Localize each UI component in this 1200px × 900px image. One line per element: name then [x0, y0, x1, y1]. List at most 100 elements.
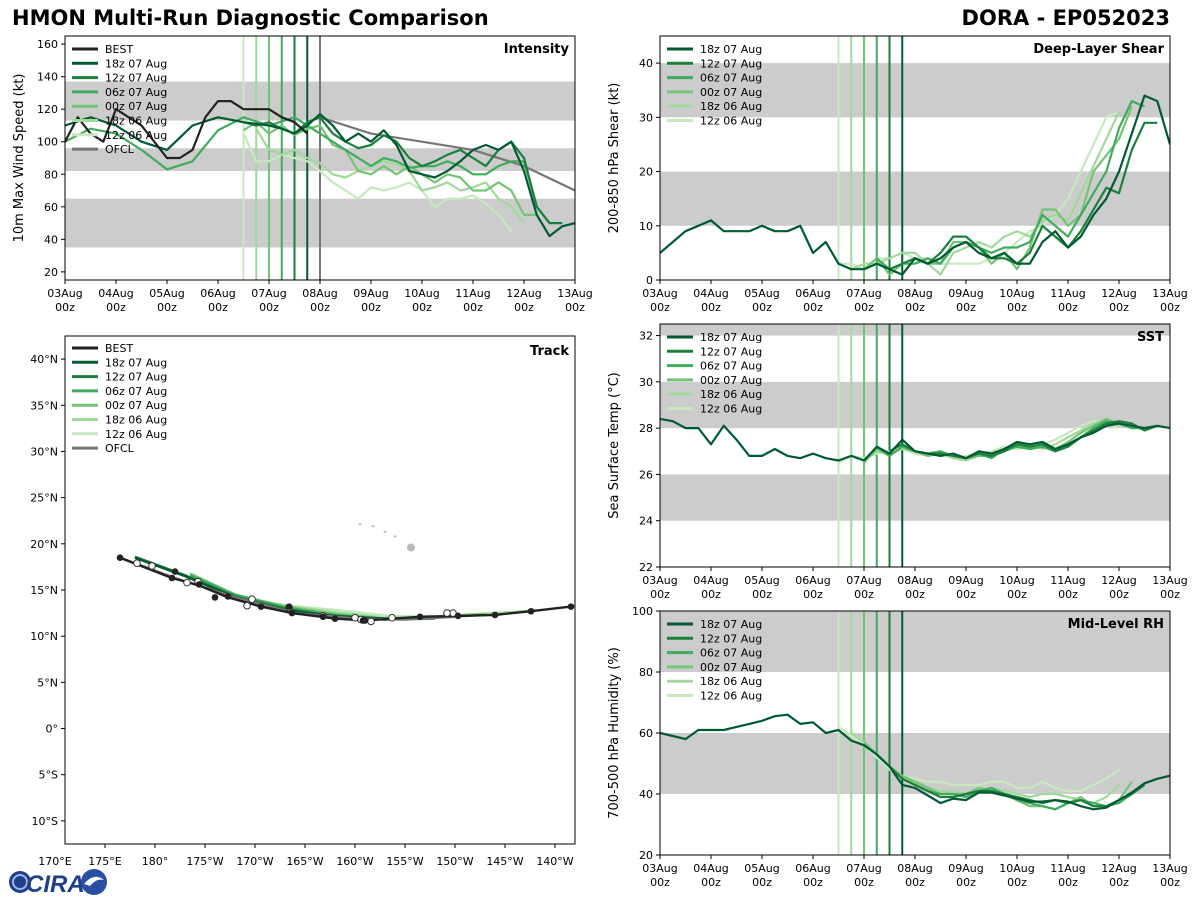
- track-island-3: [371, 525, 375, 528]
- rh-xtick-label-2: 05Aug: [744, 862, 779, 875]
- rh-legend-label-00z-07-aug: 00z 07 Aug: [700, 661, 762, 674]
- track-best-point: [211, 594, 219, 601]
- sst-legend-label-12z-07-aug: 12z 07 Aug: [700, 345, 762, 358]
- track-best-point: [257, 603, 265, 610]
- shear-xtick-label-9: 12Aug: [1101, 287, 1136, 300]
- sst-ytick-label-24: 24: [639, 515, 653, 528]
- intensity-series-ofcl: [319, 116, 575, 192]
- rh-ytick-label-60: 60: [639, 727, 653, 740]
- shear-ylabel: 200-850 hPa Shear (kt): [607, 83, 622, 234]
- rh-ytick-label-20: 20: [639, 849, 653, 862]
- sst-xtick-sublabel-0: 00z: [650, 588, 670, 601]
- track-island-4: [358, 523, 362, 526]
- track-best-point: [567, 603, 575, 610]
- sst-xtick-label-1: 04Aug: [693, 574, 728, 587]
- track-xtick-label-8: 150°W: [436, 855, 473, 868]
- sst-xtick-sublabel-5: 00z: [905, 588, 925, 601]
- intensity-series-best: [65, 99, 309, 160]
- sst-legend-label-12z-06-aug: 12z 06 Aug: [700, 403, 762, 416]
- rh-xtick-sublabel-2: 00z: [752, 876, 772, 889]
- shear-xtick-sublabel-5: 00z: [905, 301, 925, 314]
- track-ofcl-point: [148, 562, 156, 570]
- rh-legend-label-12z-07-aug: 12z 07 Aug: [700, 632, 762, 645]
- track-xtick-label-0: 170°E: [38, 855, 71, 868]
- rh-xtick-label-0: 03Aug: [642, 862, 677, 875]
- intensity-xtick-label-5: 08Aug: [302, 287, 337, 300]
- rh-band-1: [660, 611, 1170, 672]
- sst-xtick-sublabel-8: 00z: [1058, 588, 1078, 601]
- shear-series-18z-06-aug: [850, 111, 1120, 276]
- rh-xtick-sublabel-10: 00z: [1160, 876, 1180, 889]
- rh-legend-label-12z-06-aug: 12z 06 Aug: [700, 690, 762, 703]
- rh-xtick-label-5: 08Aug: [897, 862, 932, 875]
- track-best-point: [285, 603, 293, 610]
- rh-xtick-label-9: 12Aug: [1101, 862, 1136, 875]
- shear-xtick-label-0: 03Aug: [642, 287, 677, 300]
- track-legend-label-best: BEST: [105, 342, 133, 355]
- sst-series-18z-07-aug: [660, 417, 1170, 462]
- intensity-xtick-sublabel-5: 00z: [310, 301, 330, 314]
- track-best-point: [224, 593, 232, 600]
- shear-xtick-sublabel-0: 00z: [650, 301, 670, 314]
- track-best-point: [319, 613, 327, 621]
- sst-xtick-label-2: 05Aug: [744, 574, 779, 587]
- track-legend-label-18z-06-aug: 18z 06 Aug: [105, 414, 167, 427]
- sst-xtick-sublabel-9: 00z: [1109, 588, 1129, 601]
- sst-band-0: [660, 474, 1170, 521]
- rh-xtick-sublabel-8: 00z: [1058, 876, 1078, 889]
- shear-xtick-label-2: 05Aug: [744, 287, 779, 300]
- shear-xtick-label-7: 10Aug: [999, 287, 1034, 300]
- sst-legend-label-18z-07-aug: 18z 07 Aug: [700, 331, 762, 344]
- track-best-point: [454, 612, 462, 620]
- shear-legend-label-18z-06-aug: 18z 06 Aug: [700, 100, 762, 113]
- shear-ytick-label-30: 30: [639, 111, 653, 124]
- rh-legend-label-06z-07-aug: 06z 07 Aug: [700, 647, 762, 660]
- intensity-xtick-label-7: 10Aug: [404, 287, 439, 300]
- track-xtick-label-6: 160°W: [336, 855, 373, 868]
- intensity-xtick-sublabel-10: 00z: [565, 301, 585, 314]
- track-xtick-label-4: 170°W: [236, 855, 273, 868]
- logo-text: CIRA: [26, 871, 85, 898]
- track-best-point: [195, 581, 203, 588]
- sst-xtick-label-0: 03Aug: [642, 574, 677, 587]
- sst-xtick-label-9: 12Aug: [1101, 574, 1136, 587]
- intensity-xtick-sublabel-3: 00z: [208, 301, 228, 314]
- intensity-xtick-sublabel-0: 00z: [55, 301, 75, 314]
- sst-ytick-label-22: 22: [639, 561, 653, 574]
- track-ofcl-point: [243, 601, 251, 610]
- shear-xtick-label-6: 09Aug: [948, 287, 983, 300]
- shear-xtick-sublabel-8: 00z: [1058, 301, 1078, 314]
- intensity-xtick-label-6: 09Aug: [353, 287, 388, 300]
- shear-xtick-sublabel-2: 00z: [752, 301, 772, 314]
- track-ytick-label-10: 40°N: [30, 353, 58, 366]
- track-best-point: [171, 568, 179, 575]
- shear-series-12z-07-aug: [889, 121, 1158, 271]
- rh-title: Mid-Level RH: [1068, 617, 1164, 632]
- rh-xtick-label-10: 13Aug: [1152, 862, 1187, 875]
- intensity-ylabel: 10m Max Wind Speed (kt): [12, 74, 27, 243]
- intensity-legend-label-06z-07-aug: 06z 07 Aug: [105, 86, 167, 99]
- rh-xtick-label-7: 10Aug: [999, 862, 1034, 875]
- rh-plot-area: [660, 611, 1170, 855]
- intensity-ytick-label-100: 100: [37, 136, 58, 149]
- track-legend-label-18z-07-aug: 18z 07 Aug: [105, 356, 167, 369]
- panel-sst: 22242628303203Aug00z04Aug00z05Aug00z06Au…: [607, 323, 1188, 601]
- intensity-xtick-sublabel-1: 00z: [106, 301, 126, 314]
- sst-ytick-label-32: 32: [639, 330, 653, 343]
- rh-xtick-sublabel-0: 00z: [650, 876, 670, 889]
- track-xtick-label-10: 140°W: [536, 855, 573, 868]
- sst-plot-area: [660, 324, 1170, 567]
- intensity-ytick-label-40: 40: [44, 233, 58, 246]
- track-island-0: [407, 543, 415, 552]
- track-ytick-label-5: 15°N: [30, 584, 58, 597]
- sst-ytick-label-30: 30: [639, 376, 653, 389]
- intensity-xtick-label-10: 13Aug: [557, 287, 592, 300]
- sst-xtick-sublabel-7: 00z: [1007, 588, 1027, 601]
- shear-xtick-label-4: 07Aug: [846, 287, 881, 300]
- sst-title: SST: [1137, 330, 1164, 345]
- sst-xtick-label-10: 13Aug: [1152, 574, 1187, 587]
